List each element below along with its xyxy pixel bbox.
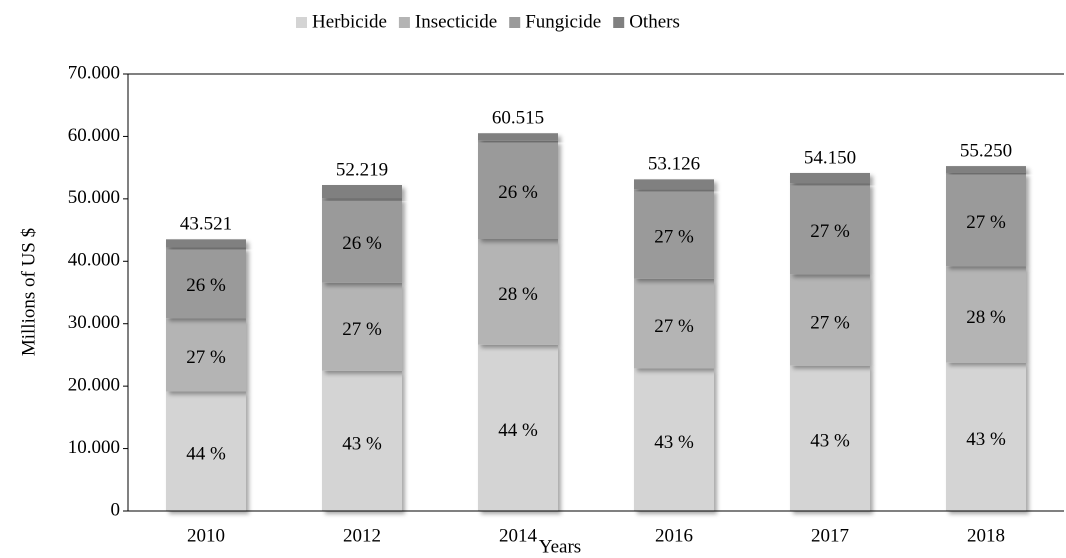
segment-label: 27 % bbox=[186, 347, 226, 368]
segment-label: 43 % bbox=[810, 431, 850, 452]
y-tick-label: 30.000 bbox=[68, 312, 120, 333]
bar-segment bbox=[322, 370, 402, 511]
segment-label: 26 % bbox=[186, 275, 226, 296]
bar-segment bbox=[322, 185, 402, 199]
x-tick-label: 2010 bbox=[187, 525, 225, 546]
legend-label: Insecticide bbox=[415, 11, 497, 32]
bar-segment bbox=[166, 318, 246, 392]
segment-label: 27 % bbox=[810, 312, 850, 333]
x-tick-label: 2018 bbox=[967, 525, 1005, 546]
total-label: 52.219 bbox=[336, 159, 388, 180]
legend-swatch bbox=[398, 17, 410, 28]
y-tick-label: 10.000 bbox=[68, 437, 120, 458]
segment-label: 27 % bbox=[810, 221, 850, 242]
bar-segment bbox=[790, 274, 870, 366]
bar-segment bbox=[322, 198, 402, 283]
segment-label: 27 % bbox=[966, 212, 1006, 233]
bar-segment bbox=[322, 282, 402, 371]
bar-segment bbox=[946, 166, 1026, 173]
bar-segment bbox=[634, 368, 714, 511]
bar-segment bbox=[634, 179, 714, 190]
segment-label: 27 % bbox=[654, 226, 694, 247]
total-label: 60.515 bbox=[492, 108, 544, 129]
total-label: 43.521 bbox=[180, 214, 232, 235]
bar-segment bbox=[478, 238, 558, 345]
segment-label: 27 % bbox=[342, 319, 382, 340]
x-tick-label: 2017 bbox=[811, 525, 849, 546]
bar-segment bbox=[166, 391, 246, 511]
legend-label: Fungicide bbox=[525, 11, 601, 32]
y-tick-label: 20.000 bbox=[68, 375, 120, 396]
segment-label: 28 % bbox=[966, 307, 1006, 328]
segment-label: 26 % bbox=[498, 182, 538, 203]
bar-segment bbox=[790, 365, 870, 511]
segment-label: 28 % bbox=[498, 284, 538, 305]
x-axis-title: Years bbox=[539, 536, 581, 557]
bar-segment bbox=[478, 140, 558, 239]
bar-segment bbox=[478, 344, 558, 511]
bar-segment bbox=[790, 183, 870, 275]
y-axis-title: Millions of US $ bbox=[18, 228, 39, 356]
y-tick-label: 70.000 bbox=[68, 62, 120, 83]
segment-label: 43 % bbox=[654, 432, 694, 453]
legend-swatch bbox=[509, 17, 521, 28]
legend-swatch bbox=[296, 17, 307, 28]
bar-segment bbox=[634, 189, 714, 279]
total-label: 54.150 bbox=[804, 147, 856, 168]
segment-label: 43 % bbox=[342, 433, 382, 454]
x-tick-label: 2016 bbox=[655, 525, 693, 546]
bar-segment bbox=[790, 172, 870, 184]
bar-segment bbox=[946, 172, 1026, 267]
bar-segment bbox=[166, 247, 246, 319]
y-tick-label: 60.000 bbox=[68, 125, 120, 146]
bar-segment bbox=[634, 278, 714, 369]
x-tick-label: 2012 bbox=[343, 525, 381, 546]
legend-label: Herbicide bbox=[312, 11, 387, 32]
legend-swatch bbox=[613, 17, 625, 28]
segment-label: 44 % bbox=[186, 444, 226, 465]
y-tick-label: 0 bbox=[111, 499, 121, 520]
total-label: 53.126 bbox=[648, 154, 700, 175]
bar-segment bbox=[478, 133, 558, 141]
bar-segment bbox=[946, 362, 1026, 511]
bar-segment bbox=[166, 239, 246, 248]
segment-label: 44 % bbox=[498, 420, 538, 441]
x-tick-label: 2014 bbox=[499, 525, 538, 546]
segment-label: 27 % bbox=[654, 316, 694, 337]
legend-label: Others bbox=[629, 11, 680, 32]
segment-label: 26 % bbox=[342, 233, 382, 254]
bar-segment bbox=[946, 266, 1026, 363]
y-tick-label: 50.000 bbox=[68, 187, 120, 208]
total-label: 55.250 bbox=[960, 140, 1012, 161]
y-tick-label: 40.000 bbox=[68, 250, 120, 271]
segment-label: 43 % bbox=[966, 429, 1006, 450]
